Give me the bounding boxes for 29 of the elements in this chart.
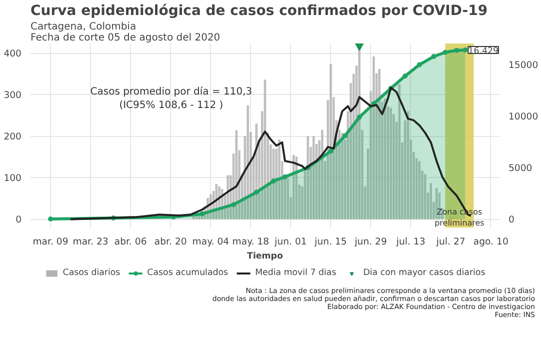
y2-tick-label: 10000 xyxy=(508,112,538,123)
x-tick-label: ago. 10 xyxy=(473,236,508,248)
x-tick-label: jun. 29 xyxy=(354,236,387,248)
x-tick-label: mar. 09 xyxy=(32,236,68,248)
x-tick-label: may. 04 xyxy=(192,236,230,248)
y-tick-label: 0 xyxy=(16,214,22,226)
x-tick-label: mar. 23 xyxy=(72,236,108,248)
y-tick-label: 300 xyxy=(4,90,22,102)
y2-tick-label: 0 xyxy=(508,214,514,226)
y-tick-label: 100 xyxy=(4,173,22,184)
legend-label: Dia con mayor casos diarios xyxy=(363,268,486,278)
y2-tick-label: 15000 xyxy=(508,60,538,72)
legend-label: Casos acumulados xyxy=(147,268,228,278)
x-tick-label: jun. 15 xyxy=(314,236,347,248)
y2-tick-label: 5000 xyxy=(508,163,532,174)
chart-title: Curva epidemiológica de casos confirmados por COVID-19 xyxy=(30,3,488,19)
x-tick-label: may. 18 xyxy=(232,236,270,248)
x-tick-label: jul. 13 xyxy=(395,236,426,248)
x-tick-label: abr. 06 xyxy=(114,236,147,248)
y-tick-label: 200 xyxy=(4,132,22,143)
chart-subtitle: Cartagena, Colombia Fecha de corte 05 de agosto del 2020 xyxy=(30,22,220,44)
annotation: Casos promedio por día = 110,3 (IC95% 108,6 - 112 ) xyxy=(90,86,252,111)
x-tick-label: jul. 27 xyxy=(435,236,466,248)
x-axis-title: Tiempo xyxy=(247,252,284,262)
x-tick-label: jun. 01 xyxy=(274,236,307,248)
x-tick-label: abr. 20 xyxy=(154,236,187,248)
legend-label: Media movil 7 dias xyxy=(255,268,336,278)
y-tick-label: 400 xyxy=(4,48,22,60)
legend-label: Casos diarios xyxy=(62,268,120,278)
